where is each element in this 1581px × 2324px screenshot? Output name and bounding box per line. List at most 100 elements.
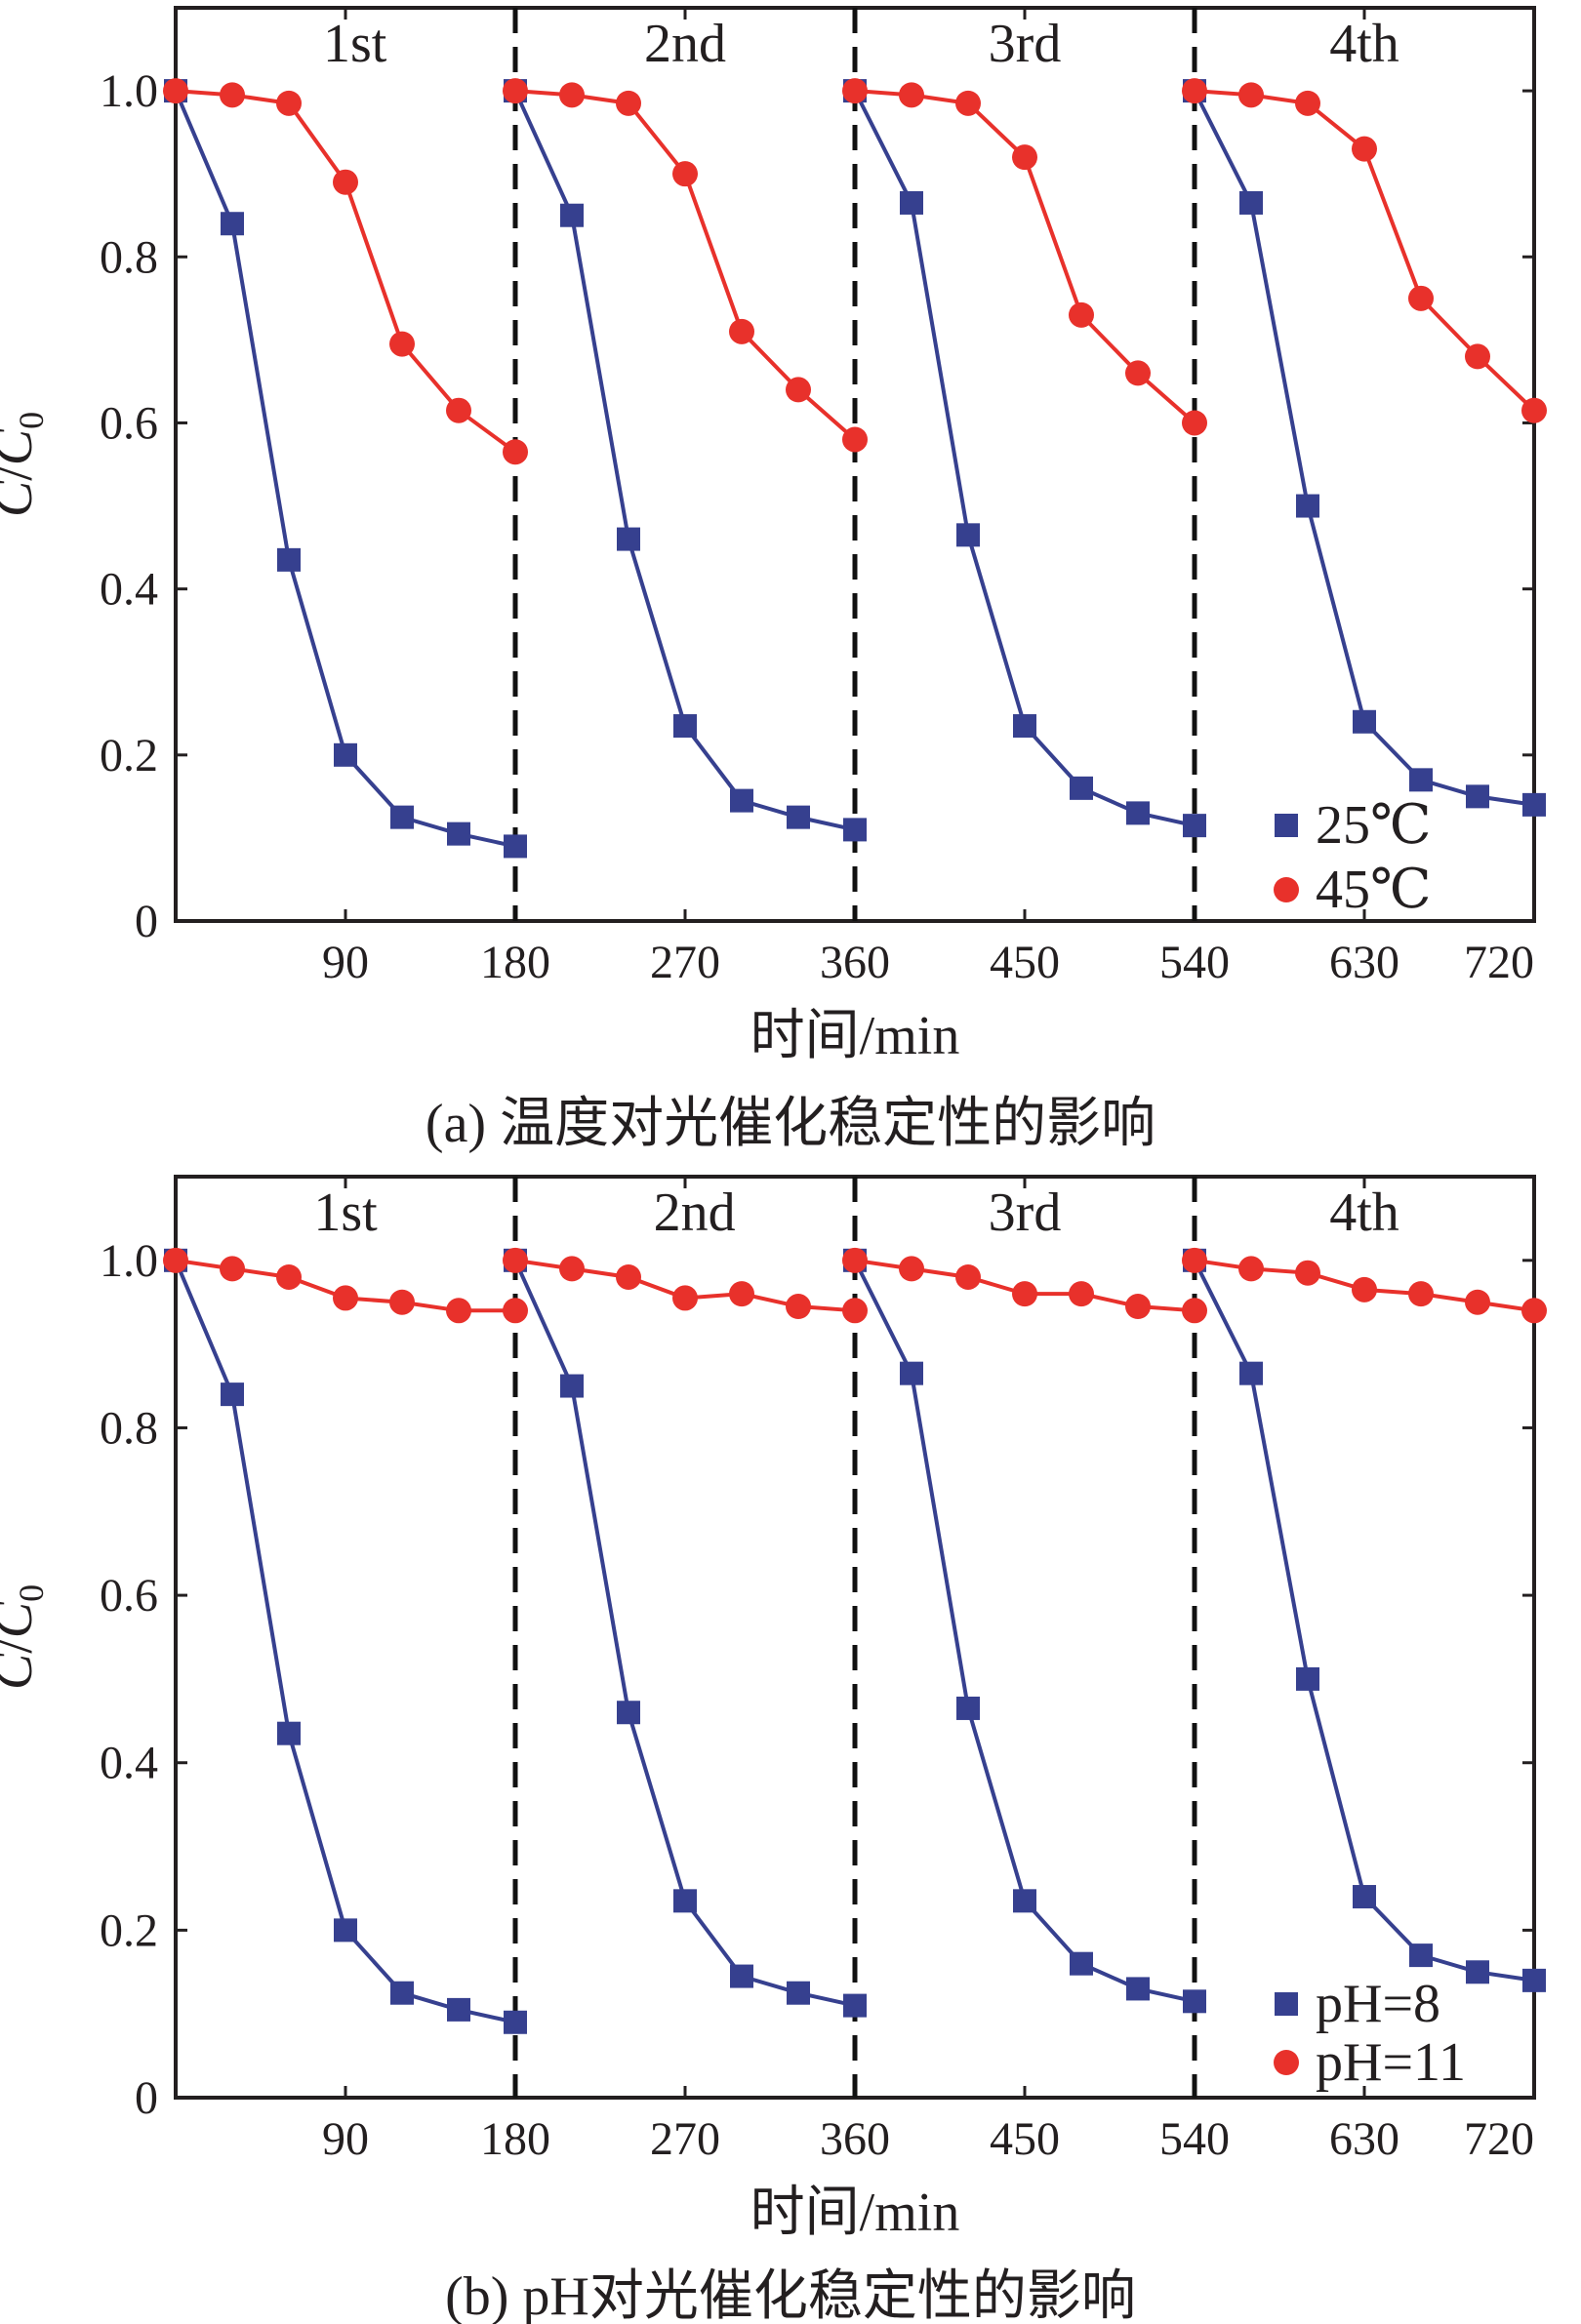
y-tick-label: 0.6 [100, 1570, 158, 1622]
data-point-circle [163, 78, 188, 104]
series-circle [163, 1247, 1547, 1324]
data-point-circle [1352, 1276, 1377, 1302]
data-point-circle [1182, 1298, 1207, 1324]
data-point-circle [786, 377, 811, 403]
x-tick-label: 360 [820, 937, 890, 988]
series-line [174, 90, 516, 849]
legend-label: 25℃ [1316, 795, 1432, 856]
data-point-square [617, 1701, 640, 1725]
data-point-square [843, 818, 867, 842]
data-point-square [447, 821, 470, 846]
x-tick-label: 360 [820, 2113, 890, 2165]
data-point-circle [729, 318, 754, 344]
data-point-square [730, 788, 753, 813]
data-point-square [1409, 768, 1433, 792]
data-point-square [1296, 1666, 1319, 1691]
data-point-circle [1521, 397, 1547, 423]
data-point-square [504, 834, 527, 859]
series-square [164, 79, 1546, 859]
data-point-circle [842, 78, 868, 104]
data-point-circle [1125, 360, 1151, 386]
data-point-circle [163, 1247, 188, 1273]
legend: pH=8pH=11 [1274, 1974, 1466, 2093]
data-point-circle [1012, 1281, 1037, 1307]
data-point-circle [276, 90, 302, 116]
data-point-square [1070, 1951, 1093, 1976]
y-tick-label: 1.0 [100, 1235, 158, 1287]
x-axis-label: 时间/min [750, 1006, 960, 1066]
y-tick-label: 0.6 [100, 397, 158, 449]
y-axis-label-subscript: 0 [12, 412, 51, 429]
data-point-circle [503, 78, 528, 104]
y-axis-label-part: C [0, 428, 44, 465]
data-point-circle [333, 169, 358, 195]
data-point-square [1126, 801, 1150, 825]
data-point-circle [1069, 1281, 1094, 1307]
data-point-circle [559, 82, 585, 108]
data-point-square [221, 1382, 244, 1407]
data-point-circle [1521, 1298, 1547, 1324]
data-point-square [334, 1918, 357, 1943]
data-point-square [900, 1361, 923, 1385]
x-tick-label: 90 [322, 2113, 369, 2165]
cycle-label: 4th [1329, 14, 1399, 74]
y-tick-label: 0 [135, 896, 158, 947]
legend-marker-square [1275, 1992, 1298, 2016]
data-point-circle [503, 439, 528, 465]
data-point-square [843, 1993, 867, 2018]
data-point-square [1183, 1989, 1206, 2014]
x-tick-label: 180 [480, 2113, 550, 2165]
y-axis-label-part: C [0, 480, 44, 517]
data-point-circle [899, 82, 924, 108]
data-point-square [334, 742, 357, 767]
data-point-circle [503, 1298, 528, 1324]
data-point-square [1522, 1968, 1546, 1992]
cycle-label: 3rd [989, 1182, 1062, 1243]
x-tick-label: 630 [1329, 937, 1399, 988]
data-point-square [617, 527, 640, 551]
data-point-circle [1352, 136, 1377, 162]
legend-marker-circle [1274, 2050, 1299, 2075]
series-circle [163, 78, 1547, 465]
data-point-circle [955, 1263, 981, 1290]
figure-caption: (b) pH对光催化稳定性的影响 [445, 2266, 1136, 2324]
y-tick-label: 1.0 [100, 65, 158, 117]
x-tick-label: 450 [990, 2113, 1060, 2165]
data-point-circle [389, 331, 415, 357]
data-point-square [1409, 1943, 1433, 1968]
x-tick-label: 720 [1464, 2113, 1534, 2165]
data-point-square [1466, 1960, 1489, 1984]
data-point-square [1126, 1977, 1150, 2001]
legend-label: pH=11 [1316, 2032, 1466, 2093]
x-tick-label: 540 [1159, 2113, 1230, 2165]
data-point-circle [616, 90, 641, 116]
cycle-label: 3rd [989, 14, 1062, 74]
data-point-circle [1182, 410, 1207, 436]
chart-panel-a: 0 0.2 0.4 0.6 0.8 1.0 90 180 270 360 450 540 630 720 1… [0, 6, 1547, 1066]
y-axis-label-part: / [0, 465, 44, 481]
data-point-circle [955, 90, 981, 116]
y-tick-label: 0.4 [100, 1738, 158, 1789]
data-point-square [504, 2010, 527, 2034]
data-point-square [1296, 494, 1319, 518]
y-axis-label: C/C0 [0, 412, 51, 517]
cycle-label: 4th [1329, 1182, 1399, 1243]
data-point-square [1466, 784, 1489, 809]
chart-panel-b: 0 0.2 0.4 0.6 0.8 1.0 90 180 270 360 450 540 630 720 1… [0, 1175, 1547, 2243]
data-point-circle [1238, 82, 1264, 108]
x-tick-label: 630 [1329, 2113, 1399, 2165]
y-axis-label-part: / [0, 1638, 44, 1654]
y-tick-label: 0.2 [100, 730, 158, 781]
data-point-square [1070, 776, 1093, 800]
data-point-circle [1069, 301, 1094, 328]
data-point-square [221, 212, 244, 236]
x-tick-label: 270 [650, 2113, 720, 2165]
data-point-square [1013, 1889, 1036, 1913]
data-point-circle [1182, 1247, 1207, 1273]
data-point-circle [276, 1263, 302, 1290]
y-axis-label: C/C0 [0, 1584, 51, 1690]
data-point-square [1183, 814, 1206, 838]
data-point-circle [729, 1281, 754, 1307]
data-point-circle [672, 161, 698, 187]
